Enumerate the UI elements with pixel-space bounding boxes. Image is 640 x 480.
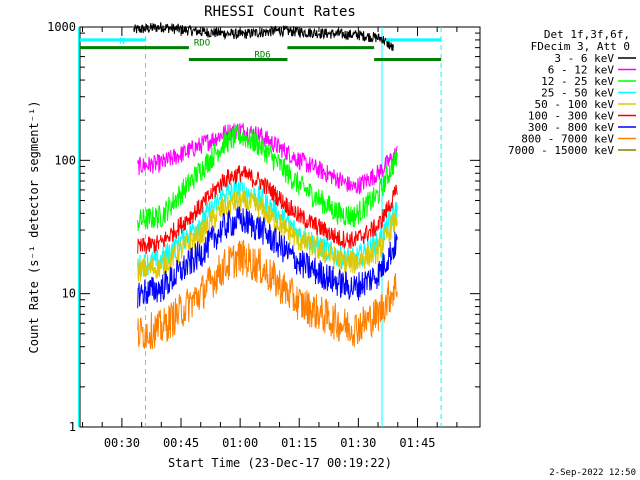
legend-entry: 7000 - 15000 keV xyxy=(508,144,614,157)
series-line xyxy=(137,239,398,350)
series-line xyxy=(137,124,398,232)
y-tick-label: 10 xyxy=(62,287,76,301)
legend-entry: 50 - 100 keV xyxy=(535,98,615,111)
legend-entry: 100 - 300 keV xyxy=(528,110,614,123)
generated-timestamp: 2-Sep-2022 12:50 xyxy=(549,468,636,478)
x-tick-label: 00:30 xyxy=(104,436,140,450)
y-axis: 1 10 100 1000 xyxy=(47,20,480,434)
y-tick-label: 1000 xyxy=(47,20,76,34)
legend: Det 1f,3f,6f, FDecim 3, Att 0 3 - 6 keV6… xyxy=(508,28,636,157)
series-line xyxy=(137,188,398,282)
state-bars: N RDO RD6 xyxy=(80,37,442,62)
decimation-label: RDO xyxy=(194,39,210,49)
legend-header-2: FDecim 3, Att 0 xyxy=(531,40,630,53)
series-line xyxy=(137,123,398,195)
y-tick-label: 100 xyxy=(54,153,76,167)
y-tick-label: 1 xyxy=(69,420,76,434)
x-axis-label: Start Time (23-Dec-17 00:19:22) xyxy=(168,456,392,470)
x-tick-label: 01:00 xyxy=(222,436,258,450)
legend-entry: 3 - 6 keV xyxy=(554,52,614,65)
series-line xyxy=(133,22,394,51)
legend-entry: 6 - 12 keV xyxy=(548,64,615,77)
series-line xyxy=(137,206,398,309)
legend-entry: 12 - 25 keV xyxy=(541,75,614,88)
y-axis-label: Count Rate (s⁻¹ detector segment⁻¹) xyxy=(27,101,41,354)
attenuator-label: N xyxy=(120,37,125,47)
legend-entry: 300 - 800 keV xyxy=(528,121,614,134)
x-tick-label: 01:30 xyxy=(340,436,376,450)
legend-header-1: Det 1f,3f,6f, xyxy=(544,28,630,41)
legend-entry: 800 - 7000 keV xyxy=(521,133,614,146)
x-tick-label: 01:15 xyxy=(281,436,317,450)
chart-title: RHESSI Count Rates xyxy=(204,4,356,20)
x-tick-label: 01:45 xyxy=(399,436,435,450)
legend-entry: 25 - 50 keV xyxy=(541,87,614,100)
decimation-label: RD6 xyxy=(254,51,270,61)
x-axis: 00:30 00:45 01:00 01:15 01:30 01:45 xyxy=(81,27,458,450)
series-lines xyxy=(133,22,398,350)
x-tick-label: 00:45 xyxy=(163,436,199,450)
series-line xyxy=(137,165,398,255)
